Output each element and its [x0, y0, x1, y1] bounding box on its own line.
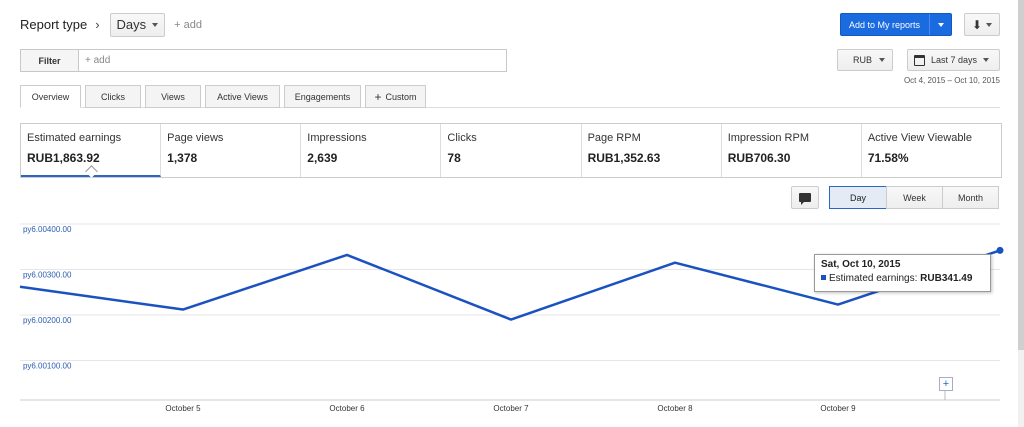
metric-impressions[interactable]: Impressions 2,639: [301, 124, 442, 177]
date-range-label: Last 7 days: [931, 55, 978, 65]
plus-icon: +: [374, 89, 382, 104]
x-tick-label: October 7: [493, 404, 529, 413]
metric-value: 2,639: [307, 151, 338, 165]
metric-value: RUB706.30: [727, 151, 791, 165]
caret-down-icon: [983, 58, 990, 62]
metric-name: Page RPM: [587, 132, 641, 144]
metric-value: RUB1,352.63: [587, 151, 661, 165]
tab-clicks[interactable]: Clicks: [85, 85, 141, 108]
metric-name: Impression RPM: [727, 132, 809, 144]
earnings-line-chart: ру6.00100.00 ру6.00200.00 ру6.00300.00 ру6.…: [19, 223, 1004, 413]
metric-value: 78: [447, 151, 461, 165]
y-tick-label: ру6.00300.00: [23, 271, 72, 280]
tab-views[interactable]: Views: [145, 85, 201, 108]
month-button[interactable]: Month: [942, 186, 999, 209]
filter-bar: Filter + add: [20, 49, 507, 72]
tab-label: Engagements: [294, 91, 351, 102]
add-dimension-link[interactable]: + add: [174, 18, 203, 31]
days-dropdown[interactable]: Days: [109, 12, 166, 37]
tab-label: Overview: [31, 91, 70, 102]
date-range-text: Oct 4, 2015 – Oct 10, 2015: [903, 76, 1000, 85]
series-line: [19, 249, 1001, 321]
week-button[interactable]: Week: [886, 186, 943, 209]
speech-bubble-icon: [799, 193, 811, 205]
metric-name: Clicks: [447, 132, 477, 144]
metric-page-rpm[interactable]: Page RPM RUB1,352.63: [582, 124, 722, 177]
tabs-divider: [20, 107, 1000, 108]
tab-engagements[interactable]: Engagements: [284, 85, 361, 108]
metric-estimated-earnings[interactable]: Estimated earnings RUB1,863.92: [21, 124, 162, 177]
caret-down-icon: [986, 22, 993, 27]
y-tick-label: ру6.00400.00: [23, 225, 72, 234]
x-tick-label: October 8: [657, 404, 693, 413]
caret-down-icon: [152, 22, 159, 27]
add-annotation-icon[interactable]: +: [939, 377, 953, 391]
metric-page-views[interactable]: Page views 1,378: [161, 124, 302, 177]
metric-name: Page views: [167, 132, 224, 144]
tab-label: Clicks: [101, 91, 125, 102]
tab-overview[interactable]: Overview: [20, 85, 81, 108]
currency-dropdown[interactable]: RUB: [837, 49, 893, 71]
metric-clicks[interactable]: Clicks 78: [441, 124, 582, 177]
add-to-my-reports-label: Add to My reports: [849, 19, 921, 30]
metric-active-view-viewable[interactable]: Active View Viewable 71.58%: [862, 124, 1001, 177]
days-label: Days: [116, 17, 147, 32]
report-tabs: Overview Clicks Views Active Views Engag…: [20, 85, 426, 108]
filter-button[interactable]: Filter: [21, 50, 79, 71]
add-reports-dropdown[interactable]: [929, 14, 951, 35]
currency-label: RUB: [853, 55, 873, 65]
download-icon: ⬇: [971, 17, 983, 32]
metric-value: 1,378: [167, 151, 198, 165]
report-type-label: Report type: [20, 17, 88, 32]
metric-value: 71.58%: [867, 151, 909, 165]
calendar-icon: [914, 54, 925, 66]
metric-impression-rpm[interactable]: Impression RPM RUB706.30: [722, 124, 862, 177]
tooltip-value: RUB341.49: [920, 273, 973, 284]
caret-down-icon: [879, 58, 885, 62]
chevron-right-icon: ›: [95, 17, 100, 32]
chart-tooltip: Sat, Oct 10, 2015 Estimated earnings: RU…: [814, 254, 991, 292]
page-scrollbar[interactable]: [1018, 0, 1024, 427]
x-tick-label: October 5: [165, 404, 201, 413]
granularity-toggle: Day Week Month: [829, 186, 999, 209]
tab-label: Custom: [385, 91, 417, 102]
download-button[interactable]: ⬇: [964, 13, 1000, 36]
scrollbar-thumb[interactable]: [1018, 0, 1024, 350]
metrics-scorecard: Estimated earnings RUB1,863.92 Page views…: [20, 123, 1002, 178]
tooltip-date: Sat, Oct 10, 2015: [821, 259, 901, 270]
date-range-dropdown[interactable]: Last 7 days: [907, 49, 1000, 71]
metric-name: Impressions: [307, 132, 367, 144]
metric-name: Active View Viewable: [867, 132, 972, 144]
metric-value: RUB1,863.92: [27, 151, 100, 165]
series-marker-icon: [821, 275, 826, 280]
filter-add-input[interactable]: + add: [85, 55, 111, 66]
tooltip-metric: Estimated earnings:: [829, 273, 918, 284]
tab-custom[interactable]: + Custom: [365, 85, 426, 108]
y-tick-label: ру6.00100.00: [23, 362, 72, 371]
day-button[interactable]: Day: [829, 186, 887, 209]
add-to-my-reports-button[interactable]: Add to My reports: [840, 13, 952, 36]
annotations-button[interactable]: [791, 186, 819, 209]
metric-name: Estimated earnings: [27, 132, 122, 144]
data-point: [996, 246, 1004, 254]
tab-label: Views: [161, 91, 185, 102]
report-type-bar: Report type › Days + add: [20, 12, 202, 37]
x-tick-label: October 6: [329, 404, 365, 413]
x-tick-label: October 9: [820, 404, 856, 413]
caret-down-icon: [937, 22, 944, 27]
tab-active-views[interactable]: Active Views: [205, 85, 280, 108]
tab-label: Active Views: [217, 91, 268, 102]
y-tick-label: ру6.00200.00: [23, 316, 72, 325]
